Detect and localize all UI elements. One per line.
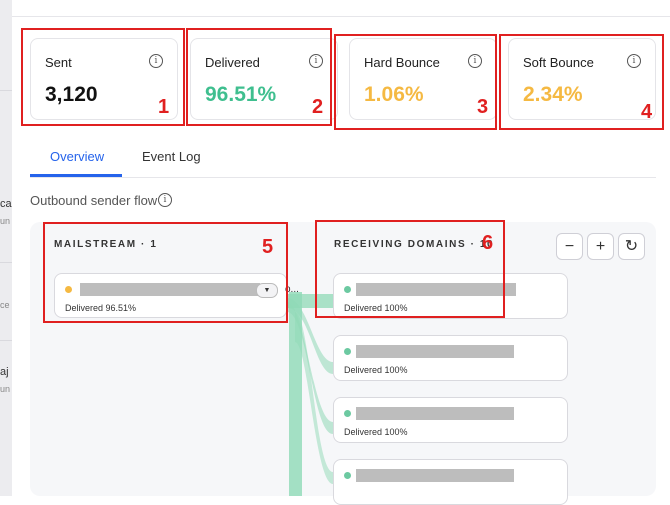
- metric-card-sent: Sent i 3,120: [30, 38, 178, 120]
- delivery-status: Delivered 96.51%: [65, 303, 137, 313]
- metric-value: 96.51%: [205, 83, 277, 106]
- metric-card-soft-bounce: Soft Bounce i 2.34%: [508, 38, 656, 120]
- domain-node[interactable]: Delivered 100%: [333, 273, 568, 319]
- metric-card-delivered: Delivered i 96.51%: [190, 38, 338, 120]
- redacted-domain: [356, 345, 514, 358]
- metric-value: 1.06%: [364, 83, 424, 106]
- annotation-box: [21, 28, 185, 126]
- domain-node[interactable]: Delivered 100%: [333, 335, 568, 381]
- sidebar-text: un: [0, 384, 11, 394]
- flow-link: [287, 298, 333, 374]
- info-icon[interactable]: i: [468, 54, 482, 68]
- annotation-number: 3: [477, 96, 489, 118]
- annotation-number: 1: [158, 96, 170, 118]
- delivery-status: Delivered 100%: [344, 365, 408, 375]
- flow-links: [287, 292, 333, 496]
- info-icon[interactable]: i: [627, 54, 641, 68]
- sidebar-text: un: [0, 216, 11, 226]
- zoom-out-button[interactable]: −: [556, 233, 583, 260]
- status-dot: [344, 472, 351, 479]
- metric-value: 3,120: [45, 83, 98, 106]
- annotation-box: [186, 28, 332, 126]
- metric-label: Delivered: [205, 55, 260, 70]
- sidebar-divider: [0, 262, 12, 263]
- status-dot: [344, 286, 351, 293]
- redacted-domain: [356, 407, 514, 420]
- zoom-in-button[interactable]: +: [587, 233, 614, 260]
- metric-card-hard-bounce: Hard Bounce i 1.06%: [349, 38, 497, 120]
- flow-link: [295, 312, 333, 484]
- info-icon[interactable]: i: [158, 193, 172, 207]
- metric-value: 2.34%: [523, 83, 583, 106]
- truncation-ellipsis: o...: [285, 284, 299, 295]
- status-dot: [344, 348, 351, 355]
- delivery-status: Delivered 100%: [344, 427, 408, 437]
- flow-link: [287, 302, 333, 434]
- domain-node[interactable]: Delivered 100%: [333, 397, 568, 443]
- annotation-box: [499, 34, 664, 130]
- tab-event-log[interactable]: Event Log: [142, 149, 201, 164]
- metric-label: Sent: [45, 55, 72, 70]
- annotation-box: [315, 220, 505, 318]
- status-dot: [344, 410, 351, 417]
- tab-overview[interactable]: Overview: [50, 149, 105, 164]
- sidebar-fragment: ca un ce aj un: [0, 0, 12, 496]
- reset-view-button[interactable]: ↻: [618, 233, 645, 260]
- redacted-domain: [356, 469, 514, 482]
- sidebar-text: ca: [0, 198, 12, 210]
- metric-label: Hard Bounce: [364, 55, 440, 70]
- annotation-number: 2: [312, 96, 324, 118]
- mailstream-node[interactable]: o... ▼ Delivered 96.51%: [54, 273, 299, 318]
- chevron-down-icon[interactable]: ▼: [256, 283, 278, 298]
- sender-flow-panel: MAILSTREAM · 1 RECEIVING DOMAINS · 10 o.…: [30, 222, 656, 505]
- header-divider: [12, 16, 670, 17]
- metric-label: Soft Bounce: [523, 55, 594, 70]
- annotation-number: 6: [482, 232, 494, 254]
- receiving-domains-heading: RECEIVING DOMAINS · 10: [334, 239, 495, 250]
- info-icon[interactable]: i: [309, 54, 323, 68]
- annotation-number: 5: [262, 236, 274, 258]
- flow-title: Outbound sender flow: [30, 193, 158, 208]
- annotation-box: [334, 34, 497, 130]
- sidebar-text: aj: [0, 366, 9, 378]
- redacted-domain: [356, 283, 516, 296]
- info-icon[interactable]: i: [149, 54, 163, 68]
- domain-node[interactable]: [333, 459, 568, 505]
- status-dot: [65, 286, 72, 293]
- tab-bar: Overview Event Log: [30, 141, 656, 178]
- active-tab-indicator: [30, 174, 122, 177]
- sidebar-divider: [0, 90, 12, 91]
- mailstream-heading: MAILSTREAM · 1: [54, 239, 158, 250]
- annotation-box: [43, 222, 288, 323]
- sidebar-text: ce: [0, 300, 10, 310]
- annotation-number: 4: [641, 101, 653, 123]
- sidebar-divider: [0, 340, 12, 341]
- delivery-status: Delivered 100%: [344, 303, 408, 313]
- redacted-name: [80, 283, 260, 296]
